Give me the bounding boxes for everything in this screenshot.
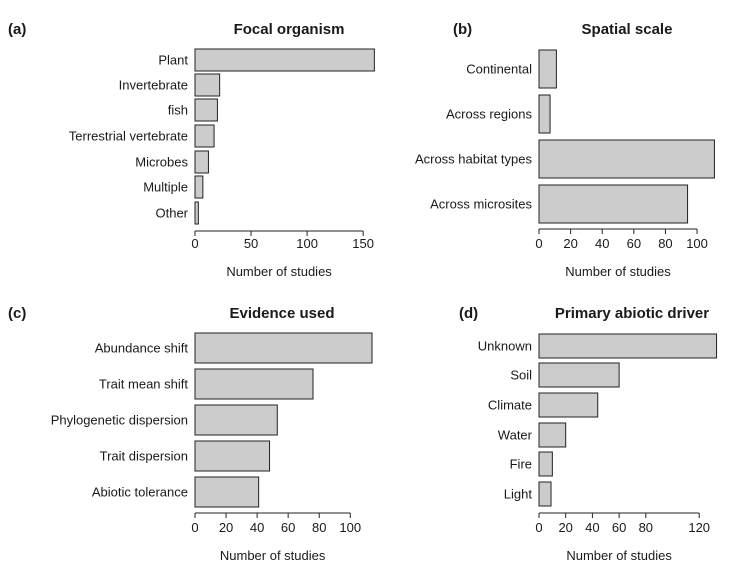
panel-d-category-label-4: Fire — [510, 457, 532, 472]
panel-b-x-tick-label-2: 40 — [595, 236, 609, 251]
panel-c-x-tick-label-2: 40 — [250, 520, 264, 535]
panel-b-x-tick-label-0: 0 — [535, 236, 542, 251]
panel-b-title: Spatial scale — [582, 21, 673, 38]
panel-a-x-tick-label-3: 150 — [352, 236, 374, 251]
panel-a-x-tick-label-0: 0 — [191, 236, 198, 251]
panel-c-category-label-3: Trait dispersion — [100, 449, 188, 464]
panel-d-category-label-0: Unknown — [478, 339, 532, 354]
panel-b-x-tick-label-3: 60 — [627, 236, 641, 251]
panel-c-x-tick-label-4: 80 — [312, 520, 326, 535]
panel-d-x-tick-label-4: 80 — [639, 520, 653, 535]
panel-d-bar-0 — [538, 333, 718, 359]
panel-d-x-tick-label-2: 40 — [585, 520, 599, 535]
panel-d-x-tick-label-1: 20 — [558, 520, 572, 535]
panel-c-x-tick-label-1: 20 — [219, 520, 233, 535]
panel-c-letter: (c) — [8, 305, 26, 322]
panel-c-category-label-0: Abundance shift — [95, 341, 189, 356]
panel-b-bar-2 — [538, 139, 715, 179]
panel-a-category-label-0: Plant — [158, 53, 188, 68]
panel-a-x-axis-title: Number of studies — [226, 264, 332, 279]
panel-b-category-label-3: Across microsites — [430, 197, 532, 212]
panel-b-x-tick-label-4: 80 — [658, 236, 672, 251]
panel-d-letter: (d) — [459, 305, 478, 322]
panel-b-x-axis-title: Number of studies — [565, 264, 671, 279]
panel-d-x-tick-label-0: 0 — [535, 520, 542, 535]
panel-a-category-label-6: Other — [155, 206, 188, 221]
panel-d-x-tick-label-5: 120 — [688, 520, 710, 535]
panel-a-category-label-1: Invertebrate — [119, 78, 188, 93]
panel-b-category-label-1: Across regions — [446, 107, 532, 122]
panel-a-letter: (a) — [8, 21, 26, 38]
panel-d-bar-1 — [538, 362, 620, 388]
panel-a-bar-4 — [194, 150, 209, 174]
panel-a-x-tick-label-1: 50 — [244, 236, 258, 251]
panel-d-bar-3 — [538, 422, 567, 448]
panel-c-bar-3 — [194, 440, 271, 472]
panel-a-bar-5 — [194, 175, 204, 199]
panel-d-category-label-1: Soil — [510, 368, 532, 383]
panel-d-bar-2 — [538, 392, 599, 418]
panel-c-x-tick-label-0: 0 — [191, 520, 198, 535]
panel-d-x-tick-label-3: 60 — [612, 520, 626, 535]
panel-d-category-label-3: Water — [498, 428, 533, 443]
panel-b-letter: (b) — [453, 21, 472, 38]
panel-d-bar-5 — [538, 481, 552, 507]
panel-a-bar-2 — [194, 98, 218, 122]
panel-a-bar-1 — [194, 73, 221, 97]
panel-a-category-label-4: Microbes — [135, 155, 188, 170]
panel-b-x-tick-label-5: 100 — [686, 236, 708, 251]
panel-a-category-label-2: fish — [168, 103, 188, 118]
panel-c-category-label-1: Trait mean shift — [99, 377, 188, 392]
panel-a-bar-0 — [194, 48, 375, 72]
panel-c-x-tick-label-3: 60 — [281, 520, 295, 535]
panel-c-category-label-4: Abiotic tolerance — [92, 485, 188, 500]
panel-a-title: Focal organism — [234, 21, 345, 38]
panel-d-category-label-5: Light — [504, 487, 533, 502]
panel-c-x-tick-label-5: 100 — [339, 520, 361, 535]
panel-a-x-tick-label-2: 100 — [296, 236, 318, 251]
panel-b-category-label-0: Continental — [466, 62, 532, 77]
panel-b-bar-1 — [538, 94, 551, 134]
panel-d-bar-4 — [538, 451, 553, 477]
panel-c-bar-4 — [194, 476, 260, 508]
panel-d-category-label-2: Climate — [488, 398, 532, 413]
panel-a-category-label-3: Terrestrial vertebrate — [69, 129, 188, 144]
panel-c-title: Evidence used — [229, 305, 334, 322]
panel-c-bar-2 — [194, 404, 278, 436]
panel-c-x-axis-title: Number of studies — [220, 548, 326, 563]
panel-d-title: Primary abiotic driver — [555, 305, 709, 322]
panel-b-bar-0 — [538, 49, 557, 89]
panel-a-bar-3 — [194, 124, 215, 148]
panel-c-bar-1 — [194, 368, 314, 400]
panel-c-bar-0 — [194, 332, 373, 364]
panel-c-category-label-2: Phylogenetic dispersion — [51, 413, 188, 428]
panel-a-category-label-5: Multiple — [143, 180, 188, 195]
panel-b-category-label-2: Across habitat types — [415, 152, 533, 167]
panel-b-x-tick-label-1: 20 — [563, 236, 577, 251]
panel-b-bar-3 — [538, 184, 689, 224]
panel-a-bar-6 — [194, 201, 199, 225]
panel-d-x-axis-title: Number of studies — [566, 548, 672, 563]
